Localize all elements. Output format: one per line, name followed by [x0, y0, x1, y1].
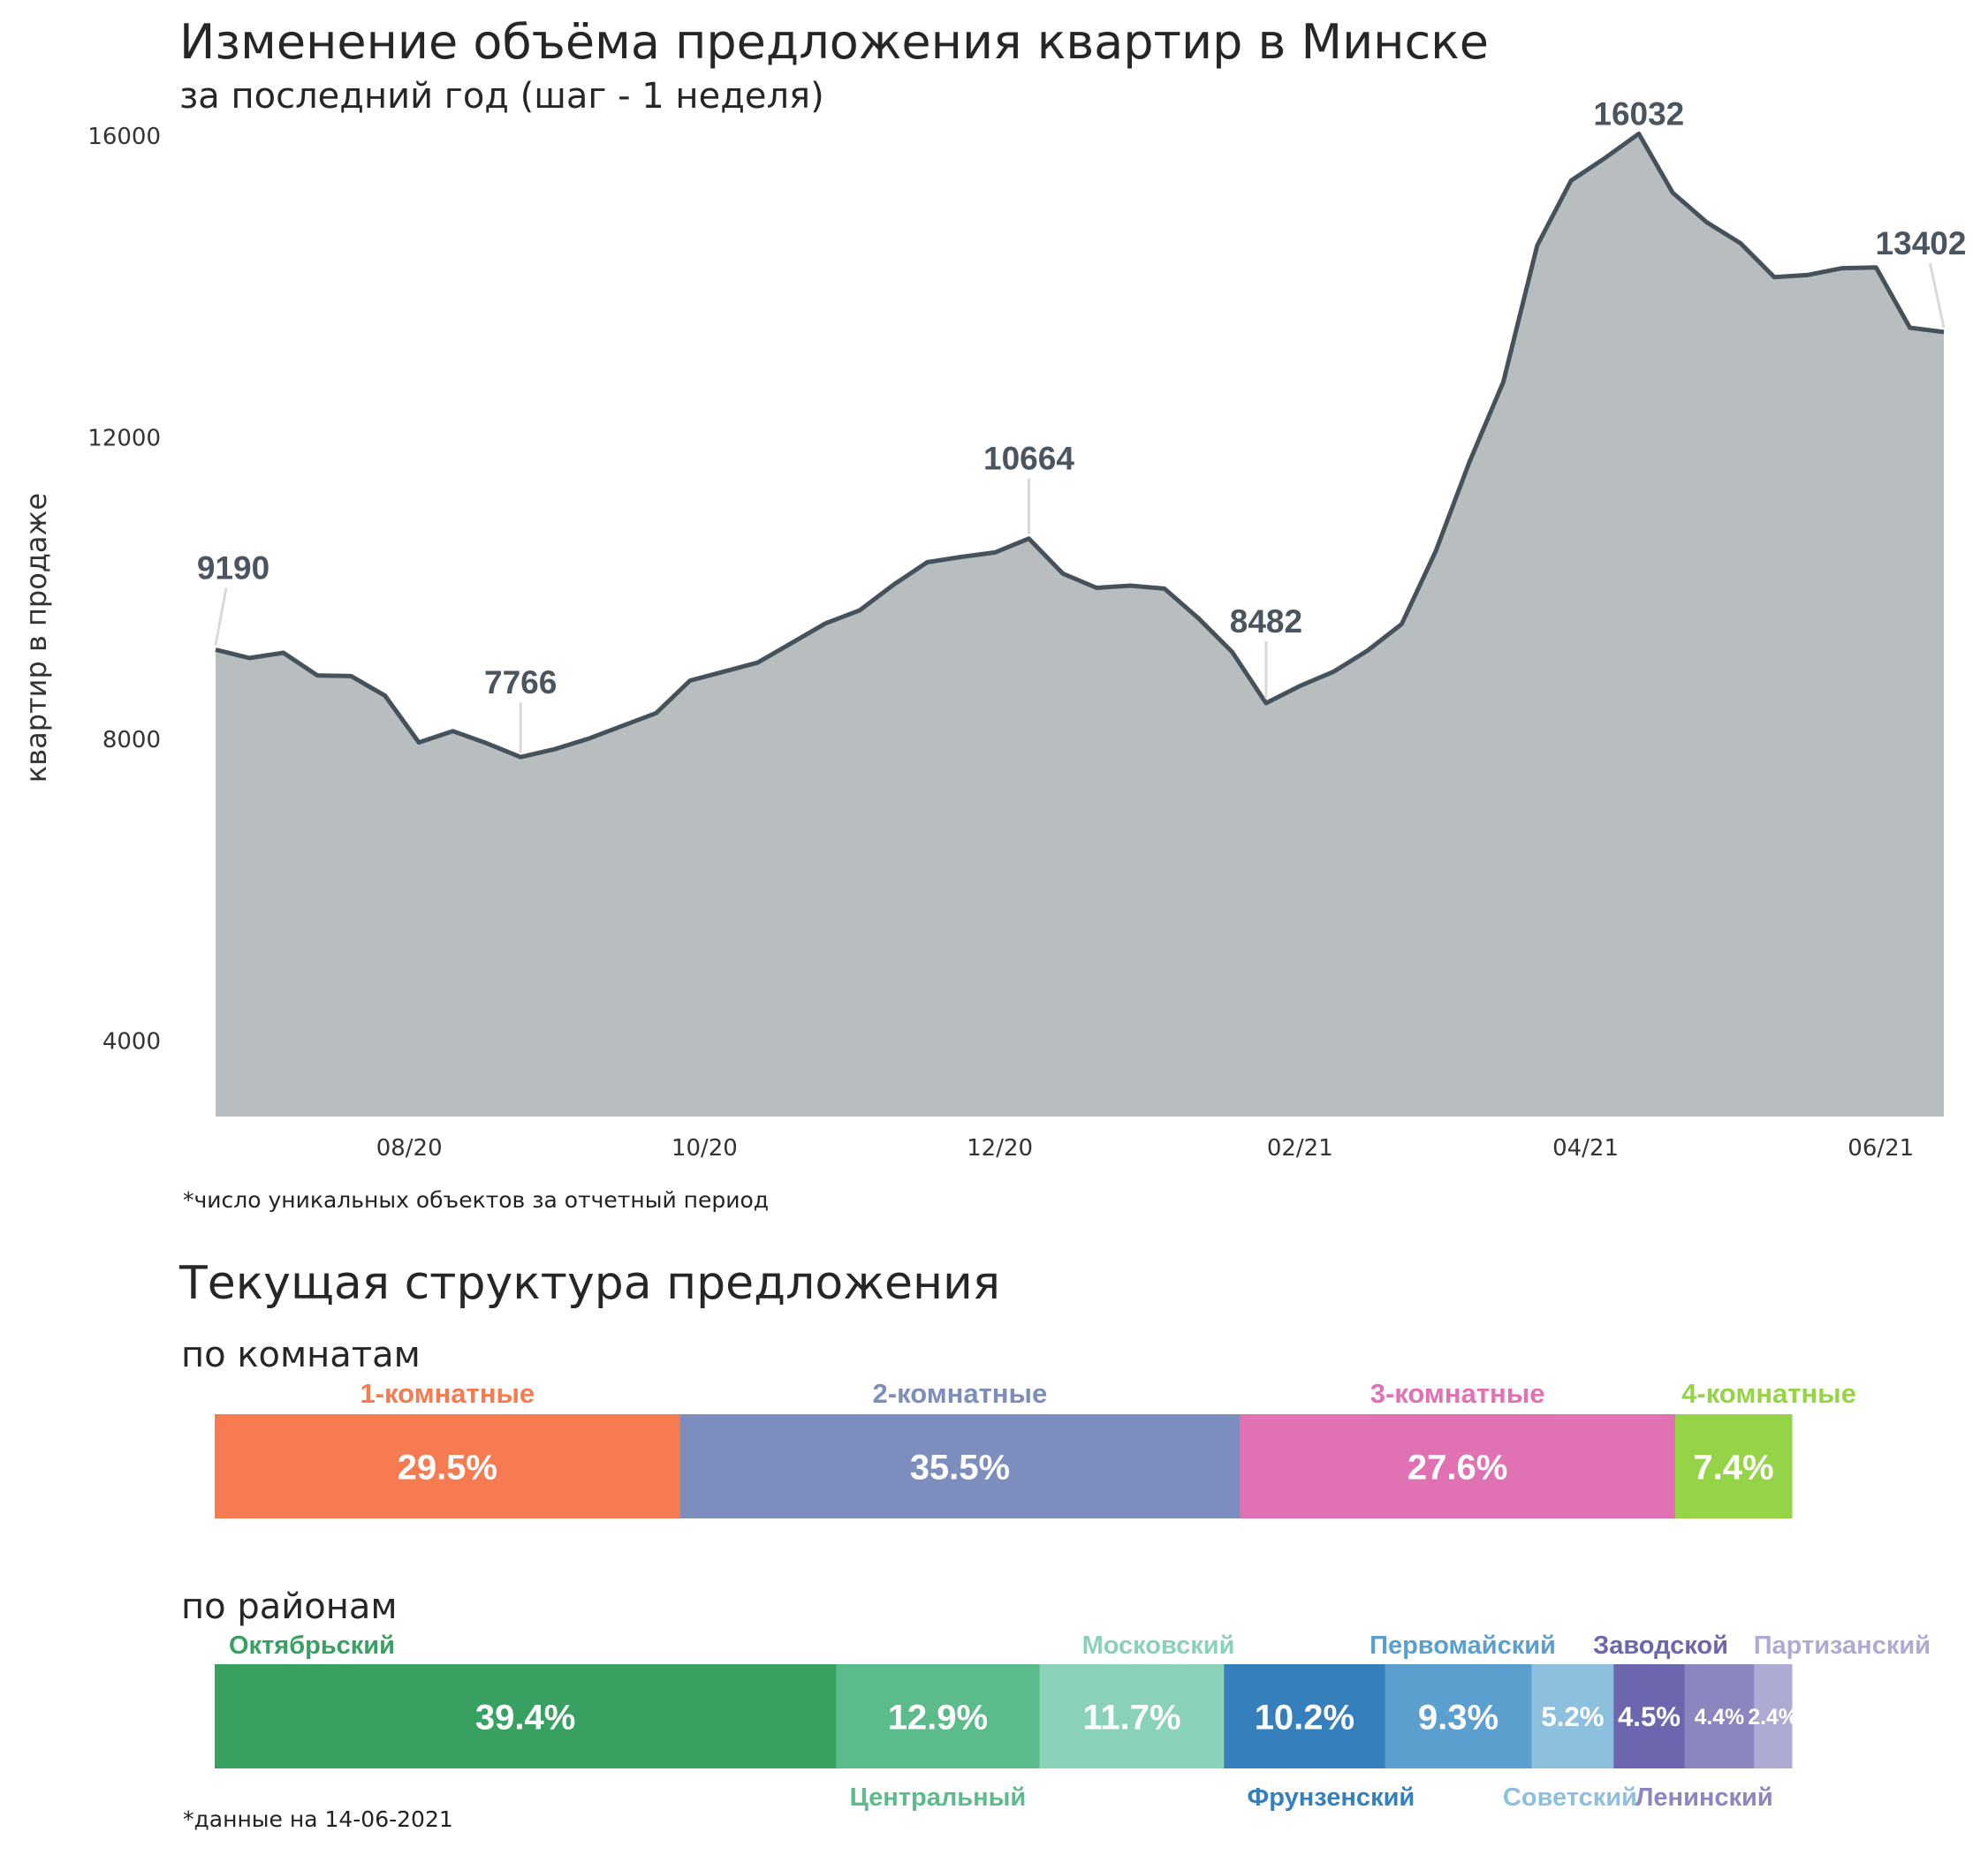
structure-title: Текущая структура предложения: [178, 1257, 1000, 1310]
chart-subtitle: за последний год (шаг - 1 неделя): [179, 76, 824, 117]
segment-category-label: Советский: [1503, 1783, 1637, 1812]
segment-category-label: Ленинский: [1635, 1783, 1773, 1812]
y-tick-label: 8000: [102, 727, 161, 753]
x-tick-label: 10/20: [672, 1135, 738, 1162]
segment-category-label: Октябрьский: [229, 1632, 395, 1660]
segment-category-label: 1-комнатные: [360, 1378, 535, 1409]
bar-segment: [215, 1414, 681, 1518]
bar-segment: [1684, 1664, 1755, 1768]
segment-category-label: 3-комнатные: [1370, 1378, 1545, 1409]
districts-title: по районам: [181, 1586, 398, 1627]
segment-value-label: 39.4%: [475, 1698, 575, 1737]
districts-bar: 39.4% Октябрьский 12.9% Центральный 11.7% Мос…: [215, 1632, 1931, 1812]
bar-segment: [1039, 1664, 1225, 1768]
bar-segment: [1385, 1664, 1532, 1768]
segment-value-label: 9.3%: [1418, 1698, 1499, 1737]
segment-value-label: 35.5%: [910, 1448, 1010, 1487]
bar-segment: [1754, 1664, 1793, 1768]
rooms-bar: 29.5% 1-комнатные 35.5% 2-комнатные 27.6% 3-к…: [215, 1378, 1856, 1518]
segment-value-label: 4.4%: [1695, 1706, 1745, 1730]
annotation-line: [1928, 262, 1946, 329]
bar-segment: [215, 1664, 837, 1768]
annotation-label: 8482: [1230, 603, 1302, 640]
segment-category-label: Фрунзенский: [1248, 1783, 1415, 1812]
segment-category-label: 4-комнатные: [1681, 1378, 1856, 1409]
segment-value-label: 27.6%: [1408, 1448, 1507, 1487]
segment-category-label: Центральный: [850, 1783, 1027, 1812]
rooms-title: по комнатам: [181, 1335, 421, 1375]
segment-category-label: Первомайский: [1370, 1632, 1556, 1660]
x-tick-label: 04/21: [1552, 1135, 1619, 1162]
annotation-label: 13402: [1876, 225, 1967, 261]
x-tick-label: 06/21: [1848, 1135, 1914, 1162]
bar-segment: [1531, 1664, 1614, 1768]
segment-value-label: 2.4%: [1748, 1706, 1798, 1730]
x-tick-label: 02/21: [1267, 1135, 1333, 1162]
segment-value-label: 12.9%: [888, 1698, 988, 1737]
footnote-top: *число уникальных объектов за отчетный п…: [183, 1187, 769, 1213]
segment-value-label: 7.4%: [1693, 1448, 1773, 1487]
annotation-line: [214, 587, 228, 646]
bar-segment: [1613, 1664, 1686, 1768]
annotation-label: 16032: [1593, 95, 1684, 132]
bar-segment: [1224, 1664, 1385, 1768]
y-axis-title: квартир в продаже: [19, 493, 53, 783]
area-chart: 4000 8000 12000 16000 08/20 10/20 12/20 02/21 04…: [87, 95, 1966, 1162]
annotation-label: 10664: [983, 441, 1074, 477]
x-tick-label: 12/20: [967, 1135, 1033, 1162]
annotation-label: 7766: [484, 664, 557, 700]
segment-category-label: Московский: [1082, 1632, 1235, 1660]
segment-value-label: 29.5%: [398, 1448, 497, 1487]
area-fill: [216, 133, 1944, 1117]
x-tick-label: 08/20: [376, 1135, 443, 1162]
chart-title: Изменение объёма предложения квартир в М…: [179, 14, 1489, 70]
segment-category-label: Заводской: [1593, 1632, 1728, 1660]
segment-value-label: 10.2%: [1255, 1698, 1354, 1737]
y-tick-label: 16000: [87, 124, 161, 150]
segment-category-label: Партизанский: [1754, 1632, 1931, 1660]
bar-segment: [1674, 1414, 1793, 1518]
y-tick-label: 4000: [102, 1029, 161, 1056]
segment-value-label: 11.7%: [1082, 1698, 1180, 1737]
bar-segment: [1240, 1414, 1676, 1518]
annotation-label: 9190: [197, 550, 269, 587]
series-line: [215, 131, 1945, 760]
y-tick-label: 12000: [87, 426, 161, 452]
segment-value-label: 4.5%: [1618, 1701, 1681, 1732]
bar-segment: [679, 1414, 1241, 1518]
footnote-bottom: *данные на 14-06-2021: [183, 1806, 453, 1832]
bar-segment: [836, 1664, 1041, 1768]
segment-value-label: 5.2%: [1541, 1701, 1604, 1732]
segment-category-label: 2-комнатные: [873, 1378, 1048, 1409]
